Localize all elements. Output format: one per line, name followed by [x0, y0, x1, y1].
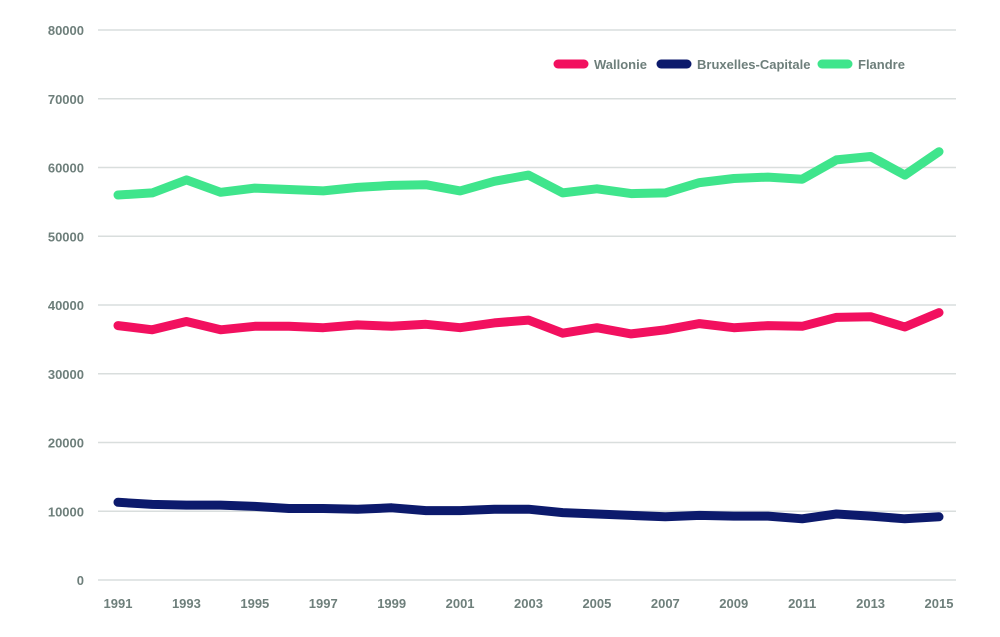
x-tick-label: 1995	[240, 596, 269, 611]
legend-label: Flandre	[858, 57, 905, 72]
y-tick-label: 80000	[48, 23, 84, 38]
x-tick-label: 1997	[309, 596, 338, 611]
x-tick-label: 2005	[582, 596, 611, 611]
y-tick-label: 10000	[48, 504, 84, 519]
x-tick-label: 2013	[856, 596, 885, 611]
legend-item: Flandre	[817, 57, 905, 72]
legend-label: Wallonie	[594, 57, 647, 72]
series-line-bruxelles-capitale	[113, 497, 944, 524]
x-tick-label: 1991	[104, 596, 133, 611]
y-tick-label: 0	[77, 573, 84, 588]
y-tick-label: 70000	[48, 92, 84, 107]
y-tick-label: 20000	[48, 436, 84, 451]
x-tick-label: 2001	[446, 596, 475, 611]
y-tick-label: 30000	[48, 367, 84, 382]
y-tick-label: 50000	[48, 229, 84, 244]
x-tick-label: 1993	[172, 596, 201, 611]
legend-label: Bruxelles-Capitale	[697, 57, 810, 72]
series-line-flandre	[113, 147, 944, 200]
x-tick-label: 2007	[651, 596, 680, 611]
legend-item: Bruxelles-Capitale	[656, 57, 810, 72]
y-tick-label: 60000	[48, 161, 84, 176]
x-tick-label: 2015	[925, 596, 954, 611]
x-tick-label: 1999	[377, 596, 406, 611]
x-tick-label: 2011	[788, 596, 816, 611]
y-tick-label: 40000	[48, 298, 84, 313]
legend-item: Wallonie	[553, 57, 647, 72]
series-line-wallonie	[113, 308, 944, 339]
x-tick-label: 2003	[514, 596, 543, 611]
x-tick-label: 2009	[719, 596, 748, 611]
